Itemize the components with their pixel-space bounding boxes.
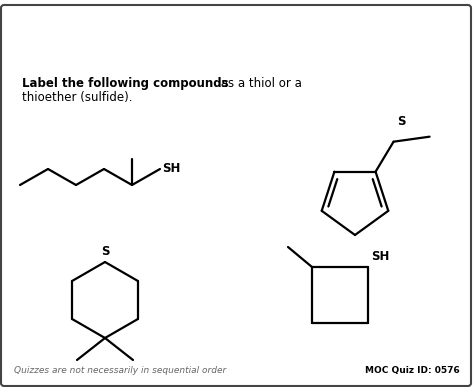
Text: Quizzes are not necessarily in sequential order: Quizzes are not necessarily in sequentia… [14,366,226,375]
Text: SH: SH [371,250,389,263]
Text: S: S [397,115,406,128]
Text: thioether (sulfide).: thioether (sulfide). [22,91,133,104]
Text: MOC Quiz ID: 0576: MOC Quiz ID: 0576 [365,366,460,375]
Text: S: S [101,245,109,258]
Text: SH: SH [162,163,181,175]
FancyBboxPatch shape [1,5,471,386]
Text: Label the following compounds: Label the following compounds [22,77,228,90]
Text: as a thiol or a: as a thiol or a [217,77,302,90]
